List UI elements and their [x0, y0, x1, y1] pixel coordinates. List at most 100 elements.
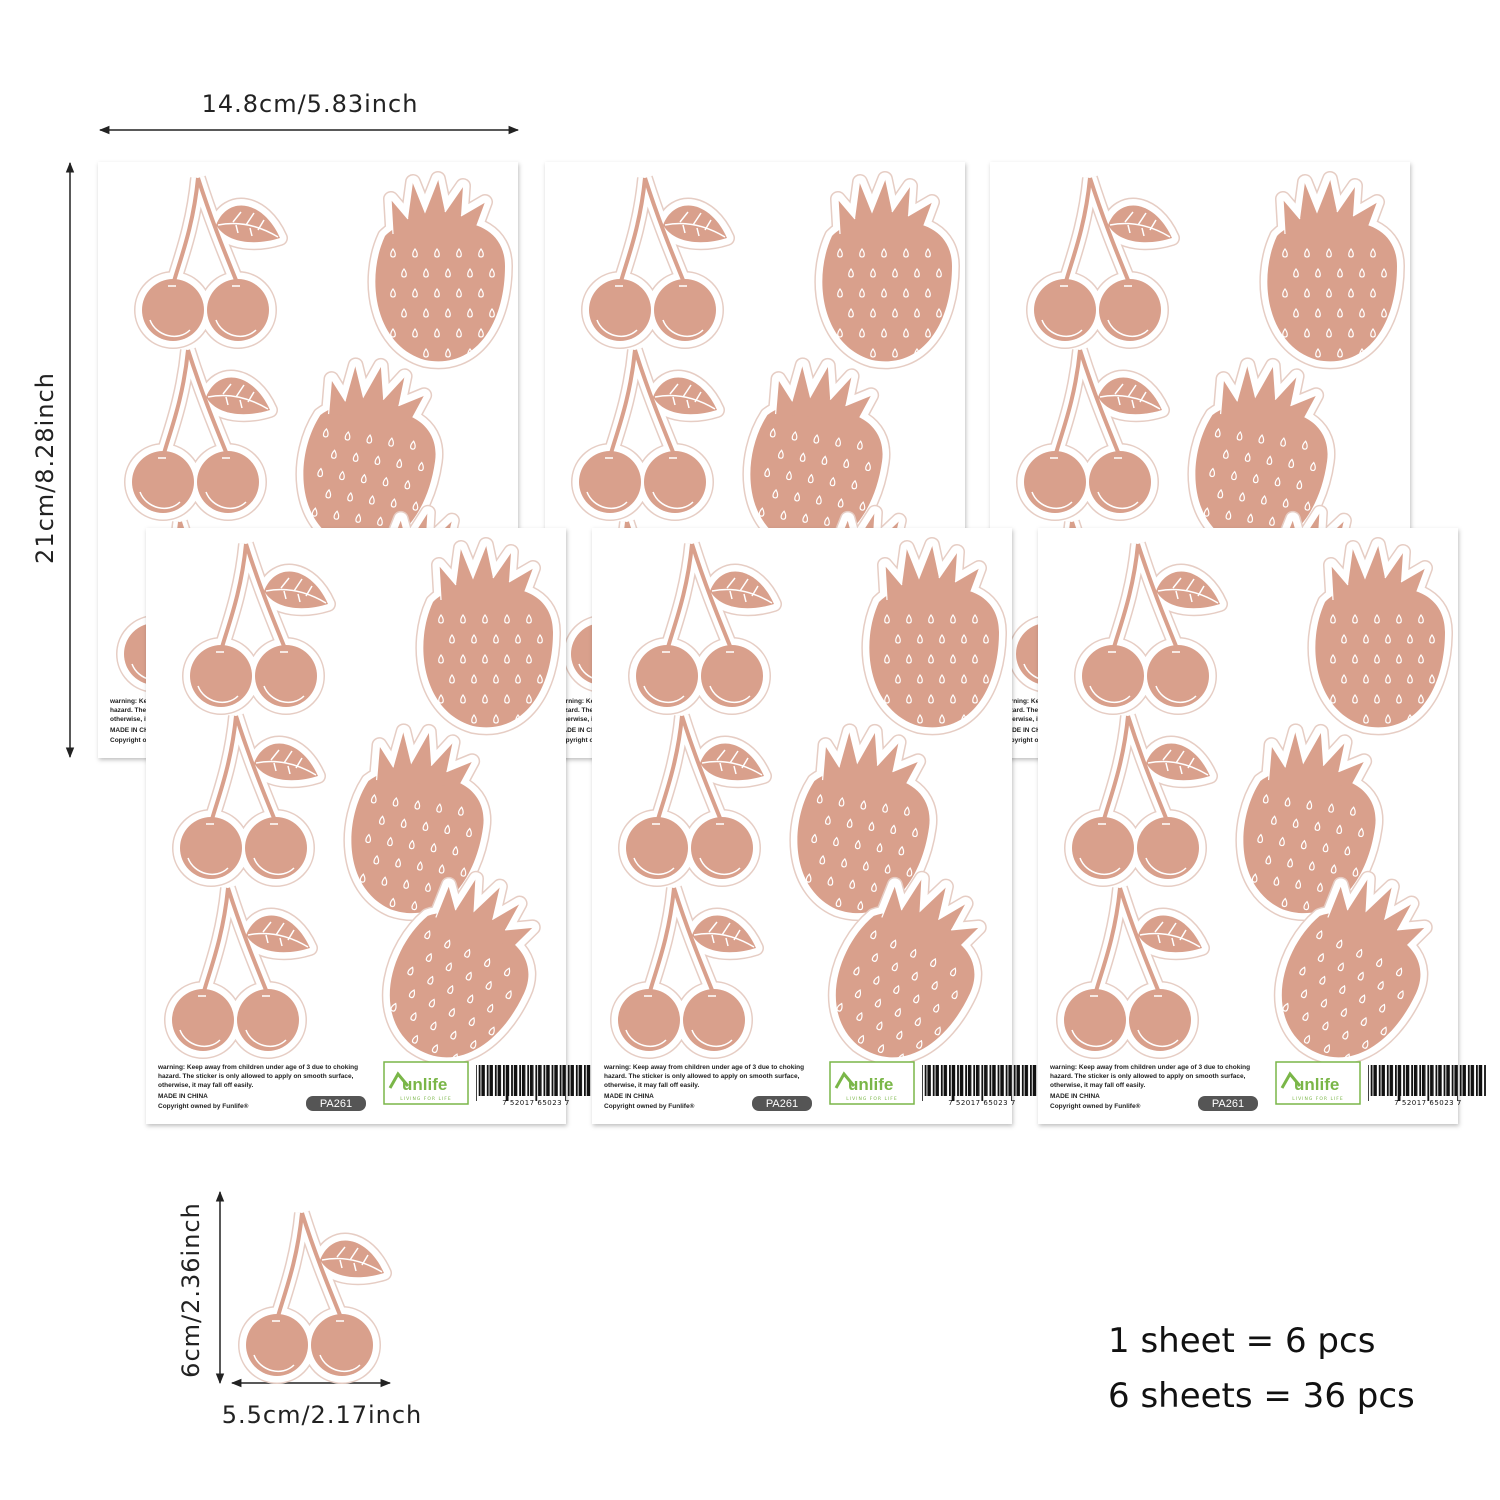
warning-text: hazard. The sticker is only allowed to a… [604, 1073, 800, 1080]
barcode-bar [1032, 1065, 1036, 1096]
brand: unlife [402, 1075, 447, 1094]
barcode-bar [557, 1065, 558, 1096]
barcode-bar [524, 1065, 526, 1096]
barcode-bar [924, 1065, 927, 1096]
barcode-bar [1478, 1065, 1482, 1096]
barcode-bar [1405, 1065, 1409, 1096]
barcode-bar [978, 1065, 980, 1096]
barcode-bar [1011, 1065, 1012, 1101]
barcode-digits: 7 52017 65023 7 [502, 1099, 570, 1107]
barcode-bar [476, 1065, 477, 1101]
warning-text: warning: Keep away from children under a… [157, 1064, 358, 1071]
barcode-bar [1003, 1065, 1004, 1096]
code-pill [752, 1096, 812, 1111]
barcode-bar [1408, 1065, 1410, 1096]
made-in: MADE IN CHINA [557, 727, 607, 734]
barcode-bar [481, 1065, 485, 1096]
made-in: MADE IN CHINA [604, 1093, 654, 1100]
barcode-bar [965, 1065, 967, 1096]
code: PA261 [766, 1098, 798, 1110]
barcode-bar [1446, 1065, 1450, 1096]
summary-line: 6 sheets = 36 pcs [1108, 1376, 1415, 1416]
barcode-bar [1484, 1065, 1486, 1096]
barcode-bar [478, 1065, 481, 1096]
made-in: MADE IN CHINA [1002, 727, 1052, 734]
sticker-sheet: warning: Keep away from children under a… [592, 528, 1040, 1124]
barcode-bar [548, 1065, 550, 1096]
barcode-bar [492, 1065, 493, 1096]
barcode-bar [935, 1065, 939, 1096]
barcode-bar [927, 1065, 931, 1096]
barcode-bar [1395, 1065, 1397, 1096]
barcode-bar [578, 1065, 582, 1096]
barcode-bar [962, 1065, 964, 1096]
barcode-bar [554, 1065, 558, 1096]
logo-box [1275, 1061, 1361, 1105]
barcode-bar [1424, 1065, 1426, 1096]
barcode-bar [1440, 1065, 1442, 1096]
barcode-bar [567, 1065, 570, 1096]
sheet-width: 14.8cm/5.83inch [202, 90, 419, 118]
logo-mark [834, 1071, 856, 1089]
barcode-bar [486, 1065, 489, 1096]
brand-tagline: LIVING FOR LIFE [846, 1096, 897, 1102]
barcode-bar [1027, 1065, 1029, 1096]
barcode-bar [516, 1065, 518, 1096]
barcode-bar [586, 1065, 590, 1096]
barcode-bar [1443, 1065, 1446, 1096]
barcode-bar [1021, 1065, 1024, 1096]
barcode-bar [973, 1065, 976, 1096]
barcode-bar [540, 1065, 542, 1096]
barcode-bar [589, 1065, 591, 1096]
barcode-bar [1422, 1065, 1425, 1096]
barcode-bar [1411, 1065, 1413, 1096]
barcode-bar [1386, 1065, 1389, 1096]
barcode-bar [521, 1065, 525, 1096]
sticker-sheet: warning: Keep away from children under a… [1038, 528, 1486, 1124]
barcode-bar [1373, 1065, 1377, 1096]
code-pill [1198, 1096, 1258, 1111]
barcode-bar [970, 1065, 972, 1096]
barcode-bar [1419, 1065, 1422, 1096]
barcode-bar [1008, 1065, 1012, 1096]
strawberry-sticker [375, 179, 505, 361]
barcode-bar [1392, 1065, 1394, 1096]
barcode-bar [530, 1065, 533, 1096]
barcode-bar [1416, 1065, 1418, 1096]
barcode-bar [1432, 1065, 1434, 1096]
barcode-bar [930, 1065, 931, 1096]
copyright: Copyright owned by Funlife® [604, 1102, 695, 1110]
warning-text: otherwise, it may fall off easily. [604, 1082, 699, 1089]
barcode-bar [984, 1065, 987, 1096]
barcode-bar [957, 1065, 959, 1096]
barcode-digits: 7 52017 65023 7 [1394, 1099, 1462, 1107]
barcode-bar [1030, 1065, 1032, 1096]
barcode-bar [532, 1065, 534, 1096]
barcode-bar [1384, 1065, 1385, 1096]
barcode-bar [1459, 1065, 1462, 1096]
barcode-bar [976, 1065, 979, 1096]
barcode-bar [940, 1065, 943, 1096]
sticker-sheet: warning: Keep away from children under a… [146, 528, 594, 1124]
barcode-bar [1465, 1065, 1466, 1096]
strawberry-sticker [423, 545, 553, 727]
sheets: warning: Keep away from children under a… [98, 162, 1486, 1124]
barcode-bar [519, 1065, 521, 1096]
barcode-bar [1462, 1065, 1466, 1096]
barcode-bar [511, 1065, 513, 1096]
barcode-bar [503, 1065, 505, 1096]
sheet-height: 21cm/8.28inch [31, 372, 59, 564]
barcode-bar [1473, 1065, 1475, 1096]
warning-text: warning: Keep away from children under a… [603, 1064, 804, 1071]
barcode-bar [570, 1065, 574, 1096]
barcode-bar [1438, 1065, 1441, 1096]
warning-text: hazard. The sticker is only allowed to a… [1050, 1073, 1246, 1080]
warning-text: hazard. The sticker is only allowed to a… [158, 1073, 354, 1080]
barcode-bar [1476, 1065, 1478, 1096]
barcode-bar [1403, 1065, 1405, 1096]
barcode-bar [581, 1065, 583, 1096]
barcode-bar [922, 1065, 923, 1101]
barcode-bar [573, 1065, 574, 1096]
barcode-bar [989, 1065, 992, 1096]
